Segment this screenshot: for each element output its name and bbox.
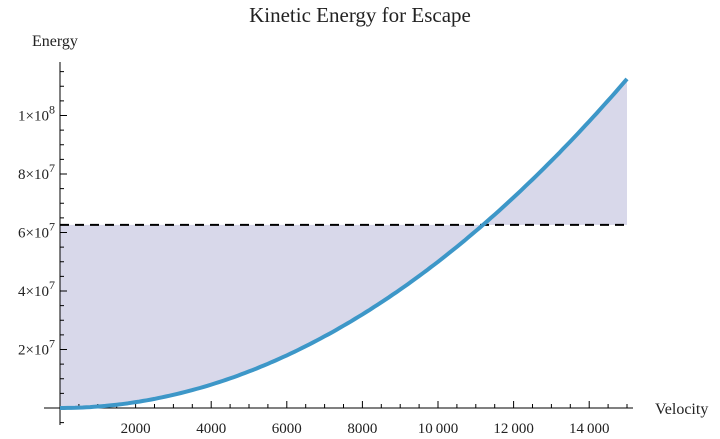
x-tick-label: 14 000 xyxy=(569,421,610,437)
x-axis: 2000 4000 6000 8000 10 000 12 000 14 000 xyxy=(44,401,633,437)
x-tick-label: 12 000 xyxy=(493,421,534,437)
y-axis: 2×107 4×107 6×107 8×107 1×108 xyxy=(18,62,67,425)
y-tick-label: 2×107 xyxy=(18,337,55,359)
x-tick-label: 8000 xyxy=(347,421,377,437)
y-tick-label: 1×108 xyxy=(18,103,55,125)
energy-curve xyxy=(60,77,629,410)
x-axis-label: Velocity xyxy=(655,401,708,418)
x-tick-label: 6000 xyxy=(272,421,302,437)
filled-area xyxy=(60,78,627,409)
y-tick-label: 4×107 xyxy=(18,278,55,300)
x-tick-label: 2000 xyxy=(121,421,151,437)
x-tick-label: 10 000 xyxy=(418,421,459,437)
chart-title: Kinetic Energy for Escape xyxy=(249,3,471,27)
y-tick-label: 8×107 xyxy=(18,161,55,183)
x-tick-label: 4000 xyxy=(196,421,226,437)
y-tick-label: 6×107 xyxy=(18,220,55,242)
y-axis-label: Energy xyxy=(32,33,78,50)
